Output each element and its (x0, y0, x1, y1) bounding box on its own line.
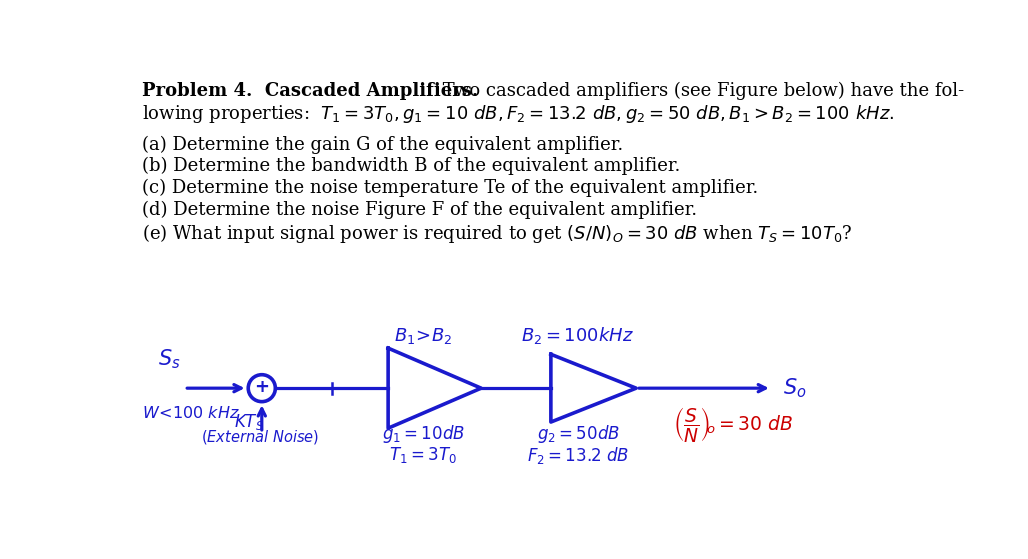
Text: $\left(\dfrac{S}{N}\right)_{\!\!o} = 30\ dB$: $\left(\dfrac{S}{N}\right)_{\!\!o} = 30\… (672, 405, 794, 444)
Text: (b) Determine the bandwidth B of the equivalent amplifier.: (b) Determine the bandwidth B of the equ… (143, 157, 681, 176)
Text: $KT_S$: $KT_S$ (233, 412, 263, 432)
Text: $W\!<\!100\ kHz$: $W\!<\!100\ kHz$ (143, 405, 241, 421)
Text: $S_s$: $S_s$ (158, 347, 181, 371)
Text: $F_2 = 13.2\ dB$: $F_2 = 13.2\ dB$ (526, 444, 629, 466)
Text: $(External\ Noise)$: $(External\ Noise)$ (201, 428, 320, 447)
Text: $g_2 = 50dB$: $g_2 = 50dB$ (537, 423, 620, 446)
Text: (e) What input signal power is required to get $(S/N)_O = 30\ dB$ when $T_S = 10: (e) What input signal power is required … (143, 222, 853, 245)
Text: Problem 4.  Cascaded Amplifiers.: Problem 4. Cascaded Amplifiers. (143, 82, 479, 100)
Text: (a) Determine the gain G of the equivalent amplifier.: (a) Determine the gain G of the equivale… (143, 136, 624, 154)
Text: (c) Determine the noise temperature Te of the equivalent amplifier.: (c) Determine the noise temperature Te o… (143, 179, 759, 197)
Text: $g_1 = 10dB$: $g_1 = 10dB$ (381, 423, 465, 446)
Text: +: + (254, 378, 269, 396)
Text: $B_2 = 100kHz$: $B_2 = 100kHz$ (521, 325, 634, 347)
Text: $B_1\!>\!B_2$: $B_1\!>\!B_2$ (394, 326, 452, 346)
Text: lowing properties:  $T_1 = 3T_0, g_1 = 10\ dB, F_2 = 13.2\ dB, g_2 = 50\ dB, B_1: lowing properties: $T_1 = 3T_0, g_1 = 10… (143, 103, 894, 125)
Text: $T_1 = 3T_0$: $T_1 = 3T_0$ (389, 445, 456, 465)
Text: $S_o$: $S_o$ (783, 376, 807, 400)
Text: Two cascaded amplifiers (see Figure below) have the fol-: Two cascaded amplifiers (see Figure belo… (437, 82, 964, 100)
Text: (d) Determine the noise Figure F of the equivalent amplifier.: (d) Determine the noise Figure F of the … (143, 200, 698, 219)
